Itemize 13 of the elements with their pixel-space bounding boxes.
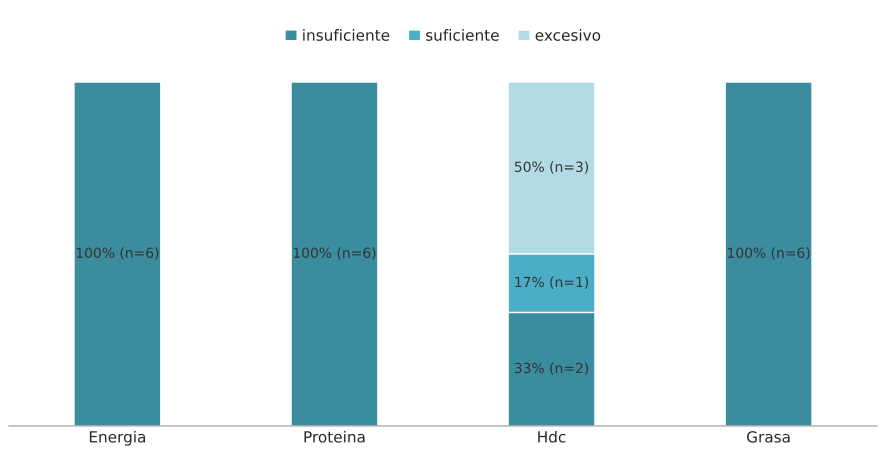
legend-label: insuficiente	[303, 29, 390, 41]
data-label: 33% (n=2)	[514, 362, 588, 375]
data-label: 100% (n=6)	[728, 247, 810, 260]
data-label: 50% (n=3)	[514, 161, 588, 174]
data-label: 17% (n=1)	[515, 276, 588, 289]
legend-label: suficiente	[426, 29, 499, 41]
x-tick-label: Grasa	[747, 431, 790, 443]
x-tick-label: Energia	[90, 430, 146, 446]
data-label: 100% (n=6)	[294, 247, 376, 260]
legend-label: excesivo	[536, 29, 600, 41]
x-tick-label: Hdc	[538, 430, 566, 443]
x-tick-label: Proteina	[304, 430, 365, 443]
data-label: 100% (n=6)	[76, 247, 158, 260]
